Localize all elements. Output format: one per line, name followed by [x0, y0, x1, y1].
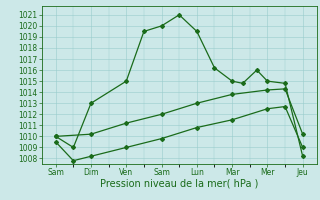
X-axis label: Pression niveau de la mer( hPa ): Pression niveau de la mer( hPa ): [100, 179, 258, 189]
